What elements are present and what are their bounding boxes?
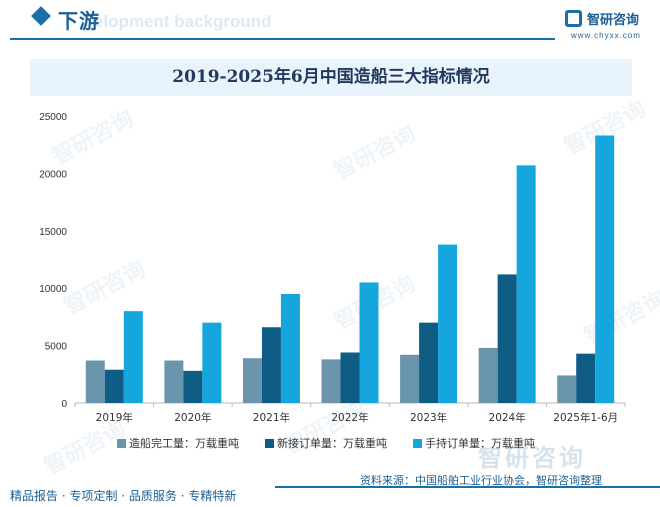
bar-chart: 0 5000 10000 15000 20000 25000 2019年 2020年 2021年… xyxy=(39,112,626,424)
brand-logo: 智研咨询 www.chyxx.com xyxy=(565,8,660,42)
bar xyxy=(359,282,379,403)
legend-label: 造船完工量：万载重吨 xyxy=(129,437,239,450)
bar xyxy=(595,135,615,403)
bar xyxy=(497,274,517,403)
bar xyxy=(400,354,420,403)
bar xyxy=(576,353,596,403)
legend-label: 手持订单量：万载重吨 xyxy=(425,437,535,450)
y-tick-label: 25000 xyxy=(39,112,67,123)
header-background-text: elopment background xyxy=(94,12,272,31)
bar xyxy=(340,352,360,403)
legend-swatch xyxy=(265,439,274,448)
y-tick-label: 20000 xyxy=(39,169,67,180)
y-tick-label: 0 xyxy=(61,399,67,410)
chart-legend: 造船完工量：万载重吨 新接订单量：万载重吨 手持订单量：万载重吨 xyxy=(0,435,660,453)
bar xyxy=(164,360,184,403)
bar xyxy=(478,347,498,403)
bar xyxy=(123,311,143,403)
bar xyxy=(183,370,203,403)
chart-title: 2019-2025年6月中国造船三大指标情况 xyxy=(172,67,490,87)
x-tick-label: 2019年 xyxy=(96,411,133,424)
bar xyxy=(419,322,439,403)
bar xyxy=(85,360,105,403)
bar xyxy=(438,244,458,403)
watermark-logo-text: 智研咨询 xyxy=(478,444,586,472)
bar xyxy=(242,358,262,403)
bar xyxy=(516,165,536,403)
section-title: 下游 xyxy=(58,9,100,33)
logo-url: www.chyxx.com xyxy=(571,31,641,40)
logo-name: 智研咨询 xyxy=(587,13,640,28)
bar xyxy=(557,375,577,403)
section-header: elopment background 下游 xyxy=(0,0,660,42)
x-tick-label: 2024年 xyxy=(489,411,526,424)
legend-swatch xyxy=(413,439,422,448)
page-footer: 精品报告 · 专项定制 · 品质服务 · 专精特新 xyxy=(0,483,660,507)
x-tick-label: 2020年 xyxy=(174,411,211,424)
legend-label: 新接订单量：万载重吨 xyxy=(277,437,387,450)
bar xyxy=(261,327,281,403)
x-tick-label: 2023年 xyxy=(410,411,447,424)
chart-title-band: 2019-2025年6月中国造船三大指标情况 xyxy=(30,59,632,96)
footer-slogan: 精品报告 · 专项定制 · 品质服务 · 专精特新 xyxy=(10,489,237,503)
legend-swatch xyxy=(117,439,126,448)
source-note: 资料来源：中国船舶工业行业协会，智研咨询整理 xyxy=(360,474,602,487)
y-tick-label: 10000 xyxy=(39,284,67,295)
footer-rule xyxy=(275,486,660,488)
diamond-icon xyxy=(31,6,51,26)
x-tick-label: 2025年1-6月 xyxy=(553,411,618,424)
x-tick-label: 2022年 xyxy=(331,411,368,424)
x-tick-label: 2021年 xyxy=(253,411,290,424)
logo-mark-icon xyxy=(565,10,582,27)
bar xyxy=(202,322,222,403)
y-tick-label: 15000 xyxy=(39,227,67,238)
header-rule xyxy=(10,38,555,40)
bar xyxy=(321,359,341,403)
bar xyxy=(104,369,124,403)
y-tick-label: 5000 xyxy=(45,342,68,353)
bar xyxy=(280,293,300,403)
